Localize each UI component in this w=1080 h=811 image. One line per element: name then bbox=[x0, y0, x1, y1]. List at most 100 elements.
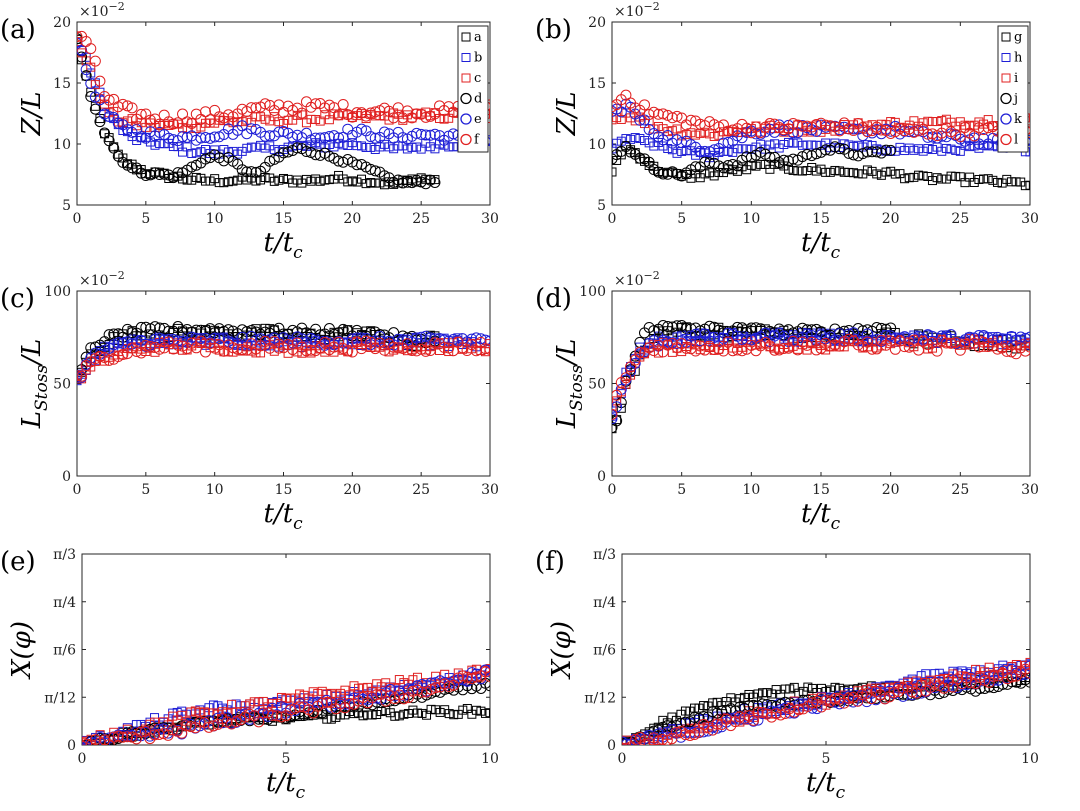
point-k bbox=[722, 136, 734, 148]
point-b bbox=[233, 149, 243, 159]
point-k bbox=[685, 330, 697, 342]
point-k bbox=[866, 334, 878, 346]
point-g bbox=[816, 164, 826, 174]
point-g bbox=[789, 682, 799, 692]
point-i bbox=[932, 117, 942, 127]
point-a bbox=[390, 711, 400, 721]
x-tick-label: 10 bbox=[206, 211, 224, 227]
point-a bbox=[476, 706, 486, 716]
point-h bbox=[788, 138, 798, 148]
point-k bbox=[1015, 331, 1027, 343]
point-e bbox=[80, 64, 92, 76]
point-a bbox=[449, 710, 459, 720]
point-d bbox=[154, 169, 166, 181]
point-a bbox=[417, 708, 427, 718]
point-d bbox=[378, 170, 390, 182]
point-i bbox=[937, 116, 947, 126]
point-b bbox=[361, 142, 371, 152]
point-f bbox=[259, 98, 271, 110]
point-l bbox=[747, 714, 759, 726]
point-a bbox=[279, 173, 288, 183]
point-c bbox=[150, 717, 160, 727]
point-f bbox=[484, 343, 490, 355]
legend-marker-c bbox=[461, 73, 471, 83]
point-j bbox=[782, 155, 794, 167]
point-a bbox=[200, 176, 210, 186]
x-tick-label: 0 bbox=[73, 211, 82, 227]
point-b bbox=[448, 142, 458, 152]
point-e bbox=[195, 132, 207, 144]
point-a bbox=[205, 176, 215, 186]
point-b bbox=[223, 147, 233, 157]
legend-marker-d bbox=[460, 92, 472, 105]
point-l bbox=[906, 686, 918, 698]
point-g bbox=[705, 168, 715, 178]
point-c bbox=[283, 115, 293, 125]
point-g bbox=[748, 692, 758, 702]
point-l bbox=[861, 126, 873, 138]
point-l bbox=[612, 389, 623, 401]
point-f bbox=[77, 370, 83, 382]
point-f bbox=[135, 108, 147, 120]
point-g bbox=[839, 167, 849, 177]
point-i bbox=[974, 117, 984, 127]
point-j bbox=[671, 168, 683, 180]
point-g bbox=[988, 175, 998, 185]
point-i bbox=[649, 124, 659, 134]
point-g bbox=[927, 176, 937, 186]
point-j bbox=[612, 153, 618, 165]
point-h bbox=[783, 137, 793, 147]
point-a bbox=[358, 711, 368, 721]
point-g bbox=[830, 165, 840, 175]
point-i bbox=[612, 401, 617, 411]
point-f bbox=[388, 112, 400, 124]
point-f bbox=[289, 702, 301, 714]
point-l bbox=[959, 338, 971, 350]
x-tick-label: 0 bbox=[618, 751, 627, 767]
point-a bbox=[375, 178, 385, 188]
point-l bbox=[722, 336, 734, 348]
point-l bbox=[657, 734, 669, 745]
point-g bbox=[932, 173, 942, 183]
point-k bbox=[708, 144, 720, 156]
point-j bbox=[713, 160, 725, 172]
point-c bbox=[186, 707, 196, 717]
x-tick-label: 20 bbox=[882, 482, 900, 498]
point-i bbox=[839, 342, 849, 352]
y-tick-label: 0 bbox=[607, 738, 616, 754]
point-l bbox=[713, 121, 725, 133]
point-a bbox=[182, 175, 192, 185]
point-b bbox=[256, 140, 266, 150]
point-h bbox=[955, 146, 965, 156]
point-d bbox=[241, 166, 253, 178]
point-d bbox=[135, 321, 147, 333]
point-f bbox=[154, 343, 166, 355]
panel-d: 0 5 10 15 20 25 30 0 50 100 ×10−2 (d) t/tc LStoss/L bbox=[535, 269, 1039, 534]
panel-label: (c) bbox=[0, 284, 35, 314]
point-c bbox=[340, 685, 350, 695]
point-l bbox=[871, 343, 883, 355]
point-i bbox=[909, 116, 919, 126]
x-tick-label: 0 bbox=[78, 751, 87, 767]
point-g bbox=[881, 167, 891, 177]
point-d bbox=[126, 327, 138, 339]
point-g bbox=[992, 177, 1002, 187]
point-h bbox=[756, 139, 766, 149]
point-j bbox=[861, 146, 873, 158]
y-axis-label: X(φ) bbox=[547, 621, 577, 680]
point-j bbox=[820, 329, 832, 341]
point-g bbox=[785, 684, 795, 694]
point-i bbox=[663, 127, 673, 137]
point-c bbox=[315, 116, 325, 126]
point-h bbox=[862, 140, 872, 150]
point-l bbox=[770, 708, 782, 720]
legend-marker-g bbox=[1001, 32, 1011, 42]
x-tick-label: 15 bbox=[812, 482, 830, 498]
point-g bbox=[735, 694, 745, 704]
point-e bbox=[333, 132, 345, 144]
x-tick-label: 10 bbox=[1021, 751, 1039, 767]
point-g bbox=[983, 174, 993, 184]
point-a bbox=[340, 710, 350, 720]
point-b bbox=[181, 709, 191, 719]
x-tick-label: 25 bbox=[951, 482, 969, 498]
